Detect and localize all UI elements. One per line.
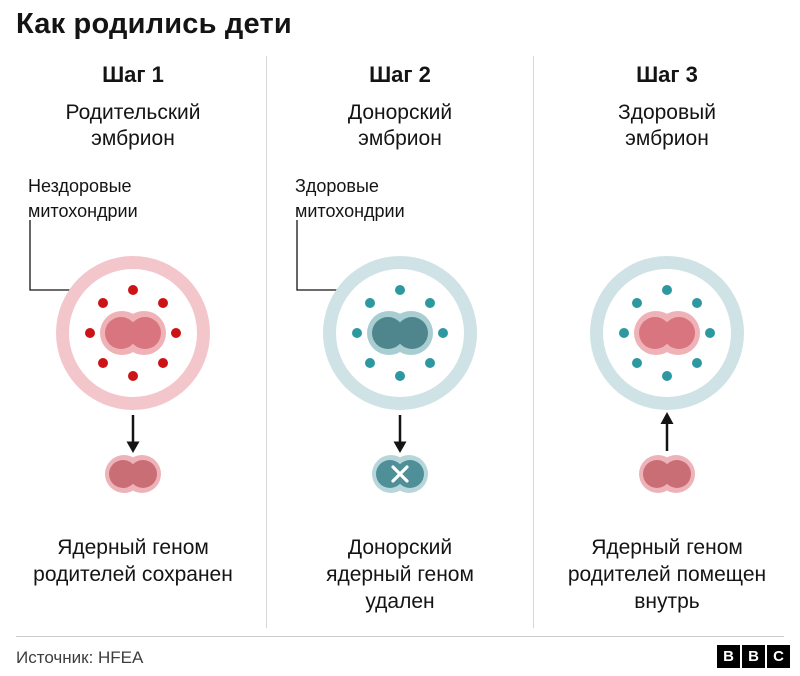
bbc-logo-block-b1: B bbox=[717, 645, 740, 668]
mitochondria-dots bbox=[619, 285, 715, 381]
step-3-subtitle: Здоровый эмбрион bbox=[618, 101, 716, 150]
step-3-heading: Шаг 3 bbox=[636, 62, 698, 87]
parental-embryo-diagram bbox=[29, 220, 210, 493]
mitochondria-dots bbox=[352, 285, 448, 381]
healthy-embryo-diagram bbox=[590, 256, 744, 493]
healthy-mitochondria-label: Здоровые митохондрии bbox=[295, 176, 405, 221]
step-1-column: Шаг 1 Родительский эмбрион Нездоровые ми… bbox=[0, 56, 266, 628]
inserted-nucleus bbox=[639, 455, 695, 493]
step-1-caption: Ядерный геном родителей сохранен bbox=[33, 536, 233, 586]
source-credit: Источник: HFEA bbox=[16, 648, 144, 667]
footer-divider bbox=[16, 636, 784, 637]
bbc-logo-block-b2: B bbox=[742, 645, 765, 668]
mitochondria-dots bbox=[85, 285, 181, 381]
page-title: Как родились дети bbox=[16, 8, 292, 40]
steps-container: Шаг 1 Родительский эмбрион Нездоровые ми… bbox=[0, 56, 800, 628]
parental-nucleus bbox=[100, 311, 166, 355]
step-1-subtitle: Родительский эмбрион bbox=[65, 101, 201, 150]
extracted-nucleus bbox=[105, 455, 161, 493]
bbc-logo-block-c: C bbox=[767, 645, 790, 668]
step-3-caption: Ядерный геном родителей помещен внутрь bbox=[567, 536, 767, 613]
donor-nucleus bbox=[367, 311, 433, 355]
step-3-column: Шаг 3 Здоровый эмбрион bbox=[533, 56, 800, 628]
step-2-caption: Донорский ядерный геном удален bbox=[326, 536, 474, 613]
removed-nucleus bbox=[372, 455, 428, 493]
step-2-heading: Шаг 2 bbox=[369, 62, 431, 87]
bbc-logo: B B C bbox=[717, 645, 790, 668]
arrow-down-icon bbox=[126, 415, 140, 453]
step-2-subtitle: Донорский эмбрион bbox=[347, 101, 453, 150]
step-1-heading: Шаг 1 bbox=[102, 62, 164, 87]
unhealthy-mitochondria-label: Нездоровые митохондрии bbox=[28, 176, 138, 221]
donor-embryo-diagram bbox=[296, 220, 477, 493]
step-2-column: Шаг 2 Донорский эмбрион Здоровые митохон… bbox=[266, 56, 533, 628]
cross-icon bbox=[391, 465, 409, 483]
arrow-down-icon bbox=[393, 415, 407, 453]
parental-nucleus bbox=[634, 311, 700, 355]
arrow-up-icon bbox=[660, 412, 674, 451]
